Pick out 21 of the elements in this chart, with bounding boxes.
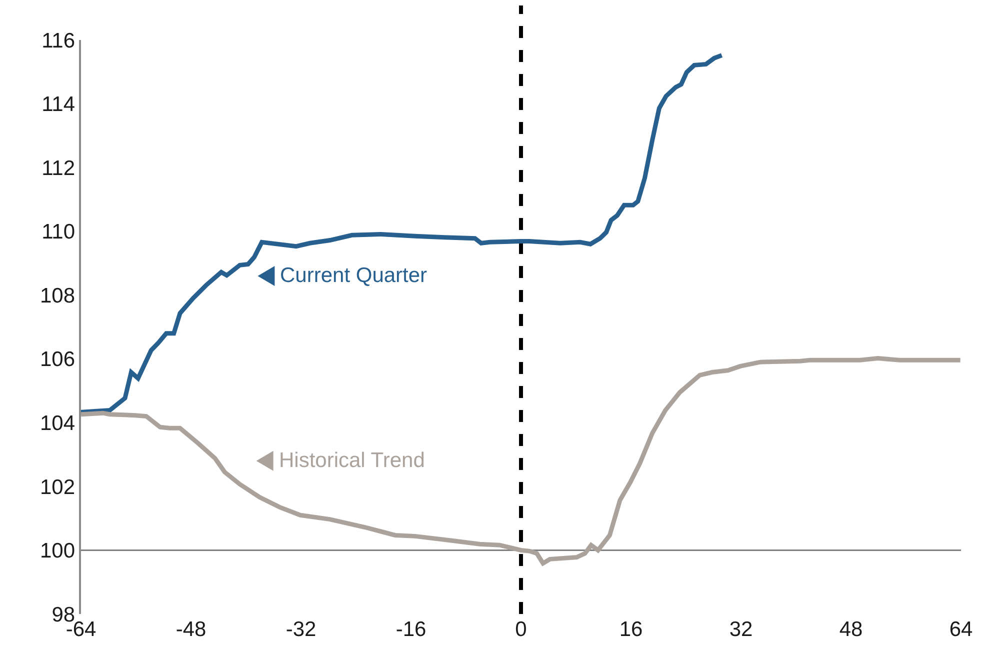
y-tick-label: 116: [42, 29, 76, 52]
y-tick-label: 100: [40, 540, 76, 563]
y-tick-label: 106: [40, 348, 76, 372]
y-tick-label: 108: [40, 284, 76, 308]
x-tick-label: -32: [286, 618, 316, 641]
line-series: [81, 356, 961, 566]
legend-label: Historical Trend: [279, 449, 425, 472]
legend-label: Current Quarter: [280, 264, 428, 287]
y-tick-label: 114: [42, 93, 76, 116]
x-tick-label: -48: [176, 618, 206, 641]
y-tick-label: 102: [40, 476, 76, 499]
x-tick-label: 64: [949, 618, 973, 641]
line-series: [81, 53, 724, 414]
y-tick-label: 104: [40, 412, 76, 436]
x-tick-label: 48: [839, 618, 863, 641]
x-tick-label: -16: [396, 618, 426, 641]
x-tick-label: 32: [729, 618, 753, 641]
x-tick-label: 16: [619, 618, 643, 641]
y-tick-label: 112: [42, 156, 76, 180]
x-tick-label: 0: [515, 618, 527, 641]
y-tick-label: 110: [42, 220, 76, 244]
